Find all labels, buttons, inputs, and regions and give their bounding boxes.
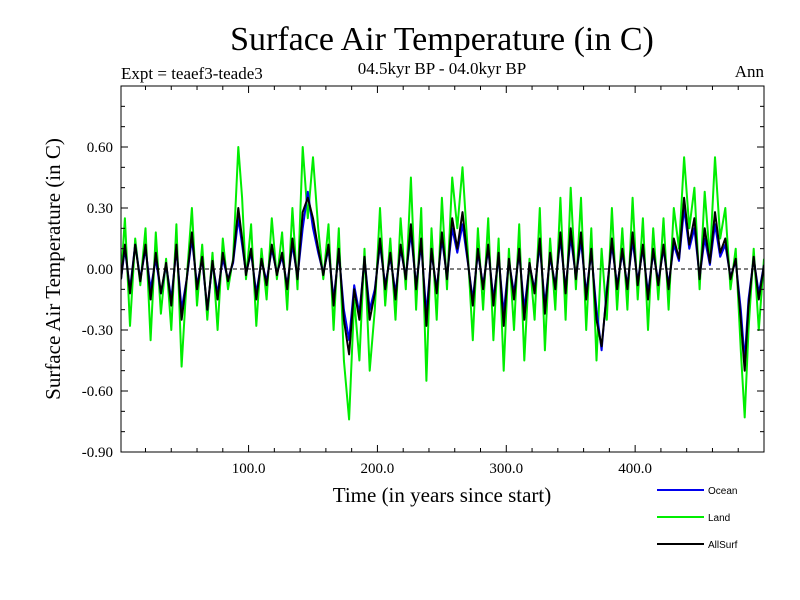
chart-subtitle: 04.5kyr BP - 04.0kyr BP <box>358 59 526 78</box>
y-tick-labels: -0.90 -0.60 -0.30 0.00 0.30 0.60 <box>82 140 113 461</box>
x-tick-label: 100.0 <box>232 461 266 477</box>
legend: Ocean Land AllSurf <box>657 486 738 551</box>
x-tick-label: 200.0 <box>361 461 395 477</box>
x-tick-label: 300.0 <box>489 461 523 477</box>
y-axis-label: Surface Air Temperature (in C) <box>41 138 65 400</box>
plot-frame <box>120 85 765 453</box>
y-tick-label: -0.30 <box>82 323 113 339</box>
series-layer <box>121 146 764 421</box>
legend-label-land: Land <box>708 513 730 524</box>
season-label: Ann <box>735 62 765 81</box>
y-tick-label: -0.90 <box>82 445 113 461</box>
series-line-allsurf <box>121 196 764 372</box>
series-line-land <box>121 146 764 421</box>
y-tick-label: 0.60 <box>87 140 113 156</box>
y-tick-label: 0.30 <box>87 201 113 217</box>
x-tick-label: 400.0 <box>618 461 652 477</box>
chart-title: Surface Air Temperature (in C) <box>230 21 654 58</box>
x-tick-labels: 100.0 200.0 300.0 400.0 <box>232 461 652 477</box>
experiment-label: Expt = teaef3-teade3 <box>121 64 263 83</box>
legend-label-allsurf: AllSurf <box>708 540 738 551</box>
y-tick-label: 0.00 <box>87 262 113 278</box>
y-tick-label: -0.60 <box>82 384 113 400</box>
legend-label-ocean: Ocean <box>708 486 737 497</box>
x-axis-label: Time (in years since start) <box>333 483 552 507</box>
